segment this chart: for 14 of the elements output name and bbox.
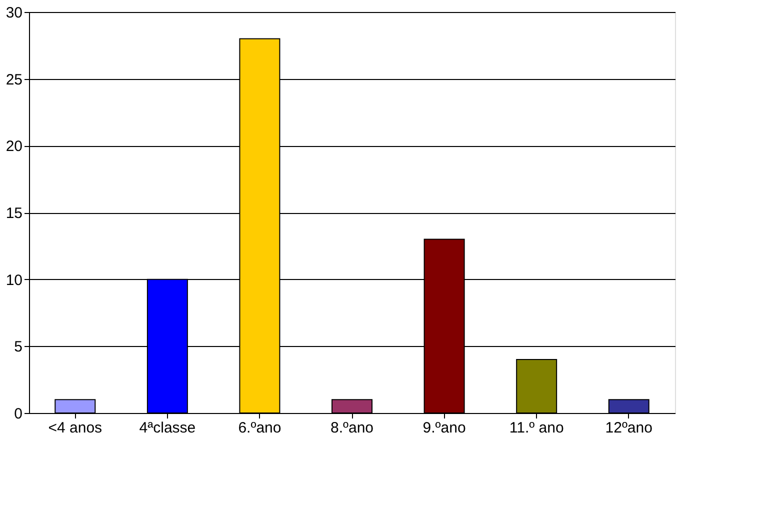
- y-tick-label: 25: [6, 71, 22, 88]
- x-tick-label: 8.ºano: [330, 420, 374, 436]
- x-tick-label: 11.º ano: [509, 420, 564, 436]
- x-tick-label: 12ºano: [605, 420, 652, 436]
- x-tick-label: 4ªclasse: [139, 420, 196, 436]
- y-tick-label: 30: [6, 4, 22, 22]
- y-tick-label: 20: [6, 138, 22, 156]
- y-tick-label: 5: [14, 338, 22, 356]
- x-tick-label: 6.ºano: [238, 420, 282, 436]
- y-tick-label: 10: [6, 272, 22, 289]
- x-tick-label: <4 anos: [48, 420, 102, 436]
- y-tick-label: 15: [6, 205, 22, 222]
- x-tick-label: 9.ºano: [422, 420, 466, 436]
- y-tick-label: 0: [14, 406, 22, 422]
